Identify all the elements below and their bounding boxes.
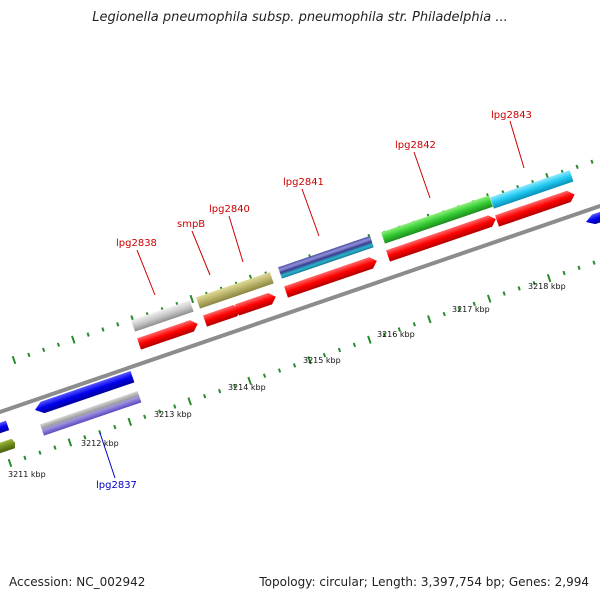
scale-tick	[412, 322, 416, 327]
leader-lpg2840	[228, 215, 244, 263]
feature-track	[0, 170, 600, 456]
feature-lpg2838	[131, 300, 194, 332]
feature-red-2	[203, 304, 241, 327]
scale-tick	[277, 368, 282, 373]
scale-tick	[11, 355, 17, 365]
scale-tick	[592, 260, 596, 265]
scale-label-3214: 3214 kbp	[228, 383, 266, 392]
scale-tick	[7, 458, 13, 468]
label-lpg2841: lpg2841	[283, 177, 324, 188]
scale-tick	[127, 417, 133, 427]
scale-tick	[262, 373, 267, 378]
scale-label-3216: 3216 kbp	[377, 330, 415, 339]
scale-tick	[502, 291, 506, 296]
leader-lines	[136, 120, 525, 296]
feature-red-1	[137, 320, 198, 350]
lower-tick-row	[7, 260, 596, 468]
scale-tick	[158, 409, 162, 414]
label-lpg2838: lpg2838	[116, 238, 157, 249]
scale-tick	[38, 450, 42, 455]
accession-text: Accession: NC_002942	[9, 575, 146, 589]
scale-tick	[322, 352, 327, 358]
scale-tick	[23, 455, 27, 461]
scale-tick	[382, 332, 386, 337]
scale-tick	[517, 286, 521, 291]
scale-tick	[187, 397, 192, 406]
scale-tick	[352, 342, 357, 348]
scale-tick	[113, 424, 117, 430]
scale-tick	[590, 159, 594, 164]
scale-tick	[56, 342, 61, 347]
feature-lpg2837-blue	[35, 370, 135, 414]
feature-red-6	[495, 190, 575, 227]
feature-red-3	[235, 292, 276, 316]
scale-label-3212: 3212 kbp	[81, 439, 119, 448]
scale-tick	[71, 335, 76, 344]
feature-lpg2843	[490, 170, 574, 209]
scale-tick	[442, 311, 446, 317]
scale-tick	[577, 265, 581, 271]
leader-lpg2838	[136, 249, 156, 296]
scale-tick	[83, 435, 87, 440]
leader-lpg2843	[509, 120, 525, 169]
label-smpB: smpB	[177, 219, 205, 230]
scale-tick	[427, 315, 432, 324]
scale-tick	[86, 332, 90, 337]
scale-tick	[397, 327, 401, 332]
label-lpg2840: lpg2840	[209, 204, 250, 215]
scale-tick	[233, 383, 237, 389]
scale-tick	[575, 164, 579, 170]
feature-smpB	[196, 272, 274, 309]
scale-tick	[532, 280, 536, 286]
scale-tick	[143, 414, 147, 420]
label-lpg2842: lpg2842	[395, 140, 436, 151]
scale-tick	[546, 273, 552, 283]
scale-label-3213: 3213 kbp	[154, 410, 192, 419]
scale-tick	[457, 306, 461, 312]
feature-red-4	[284, 257, 377, 298]
feature-blue-right-edge	[586, 207, 600, 225]
scale-tick	[189, 294, 195, 304]
leader-lpg2842	[413, 151, 431, 199]
scale-tick	[67, 438, 73, 447]
leader-lpg2841	[301, 188, 320, 237]
feature-red-5	[386, 215, 496, 262]
scale-tick	[337, 347, 342, 353]
feature-olive-edge	[0, 438, 16, 456]
scale-label-3218: 3218 kbp	[528, 282, 566, 291]
scale-tick	[292, 363, 297, 368]
scale-tick	[307, 356, 312, 365]
feature-lpg2842	[381, 195, 493, 244]
scale-tick	[218, 388, 222, 394]
scale-tick	[27, 352, 31, 358]
topology-text: Topology: circular; Length: 3,397,754 bp…	[259, 575, 589, 589]
scale-label-3211: 3211 kbp	[8, 470, 46, 479]
feature-lpg2837	[40, 390, 142, 436]
label-lpg2843: lpg2843	[491, 110, 532, 121]
leader-smpB	[191, 230, 211, 276]
leader-lpg2837	[99, 432, 116, 479]
scale-label-3217: 3217 kbp	[452, 305, 490, 314]
scale-tick	[116, 322, 120, 327]
scale-tick	[53, 445, 57, 450]
scale-label-3215: 3215 kbp	[303, 356, 341, 365]
scale-tick	[203, 393, 207, 399]
genome-backbone	[0, 204, 600, 414]
scale-tick	[562, 270, 566, 276]
feature-lpg2841	[278, 235, 374, 279]
scale-tick	[101, 327, 105, 332]
map-title: Legionella pneumophila subsp. pneumophil…	[92, 10, 508, 25]
scale-tick	[486, 294, 492, 303]
scale-tick	[42, 347, 46, 353]
scale-tick	[367, 335, 372, 344]
feature-blue-edge	[0, 420, 10, 436]
scale-tick	[247, 376, 252, 385]
scale-tick	[173, 404, 177, 409]
label-lpg2837: lpg2837	[96, 480, 137, 491]
scale-tick	[472, 301, 476, 307]
